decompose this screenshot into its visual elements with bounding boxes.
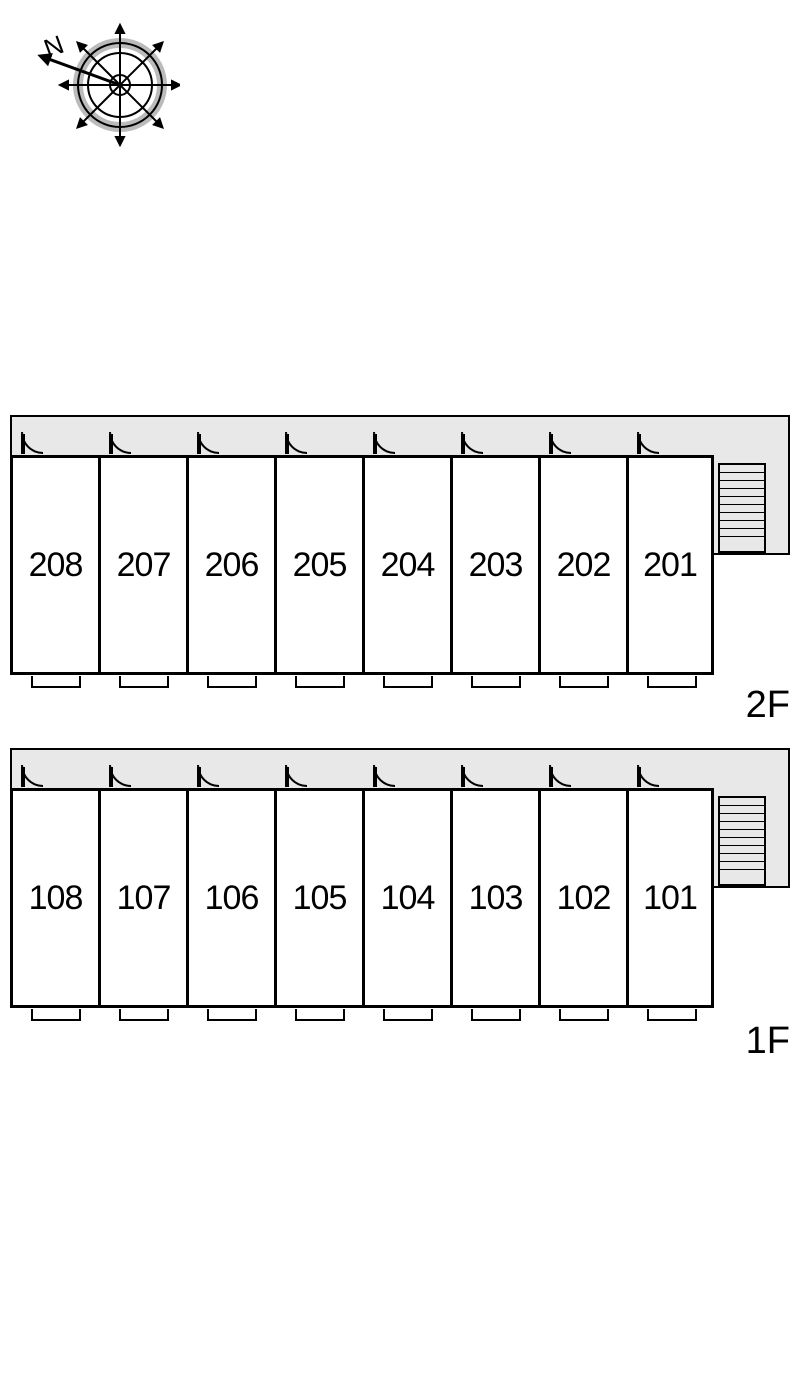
unit-label: 205 [293,546,347,585]
door-icon [197,418,219,456]
unit-106: 106 [186,788,274,1008]
balcony-icon [559,1009,609,1021]
unit-label: 102 [557,879,611,918]
unit-102: 102 [538,788,626,1008]
stairs-2f [714,415,790,675]
floor-plan-1f: 108 107 106 105 104 [10,748,790,1038]
door-icon [373,751,395,789]
units-row-1f: 108 107 106 105 104 [10,788,714,1008]
door-icon [549,418,571,456]
door-icon [549,751,571,789]
unit-104: 104 [362,788,450,1008]
units-row-2f: 208 207 206 205 204 [10,455,714,675]
floor-label-2f: 2F [746,684,790,727]
door-icon [197,751,219,789]
balcony-icon [295,676,345,688]
balcony-icon [207,1009,257,1021]
balcony-icon [559,676,609,688]
balcony-icon [647,676,697,688]
unit-label: 107 [117,879,171,918]
balcony-icon [119,1009,169,1021]
balcony-icon [119,676,169,688]
unit-103: 103 [450,788,538,1008]
stairs-1f [714,748,790,1008]
door-icon [373,418,395,456]
door-icon [285,418,307,456]
unit-206: 206 [186,455,274,675]
unit-label: 204 [381,546,435,585]
door-icon [21,418,43,456]
unit-label: 206 [205,546,259,585]
unit-207: 207 [98,455,186,675]
balcony-icon [207,676,257,688]
door-icon [461,418,483,456]
balcony-icon [471,1009,521,1021]
unit-label: 201 [643,546,697,585]
unit-label: 207 [117,546,171,585]
unit-107: 107 [98,788,186,1008]
unit-204: 204 [362,455,450,675]
unit-201: 201 [626,455,714,675]
balcony-icon [295,1009,345,1021]
unit-label: 202 [557,546,611,585]
door-icon [109,418,131,456]
unit-label: 101 [643,879,697,918]
door-icon [637,751,659,789]
door-icon [637,418,659,456]
balcony-icon [647,1009,697,1021]
unit-label: 108 [29,879,83,918]
unit-label: 203 [469,546,523,585]
balcony-icon [383,1009,433,1021]
unit-205: 205 [274,455,362,675]
unit-101: 101 [626,788,714,1008]
unit-label: 208 [29,546,83,585]
balcony-icon [383,676,433,688]
unit-label: 106 [205,879,259,918]
unit-label: 104 [381,879,435,918]
compass-rose: N [30,20,180,155]
balcony-icon [471,676,521,688]
floor-label-1f: 1F [746,1020,790,1063]
door-icon [21,751,43,789]
unit-202: 202 [538,455,626,675]
unit-208: 208 [10,455,98,675]
unit-105: 105 [274,788,362,1008]
unit-203: 203 [450,455,538,675]
door-icon [109,751,131,789]
balcony-icon [31,676,81,688]
unit-label: 105 [293,879,347,918]
door-icon [461,751,483,789]
balcony-icon [31,1009,81,1021]
unit-label: 103 [469,879,523,918]
door-icon [285,751,307,789]
unit-108: 108 [10,788,98,1008]
floor-plan-2f: 208 207 206 205 204 [10,415,790,705]
